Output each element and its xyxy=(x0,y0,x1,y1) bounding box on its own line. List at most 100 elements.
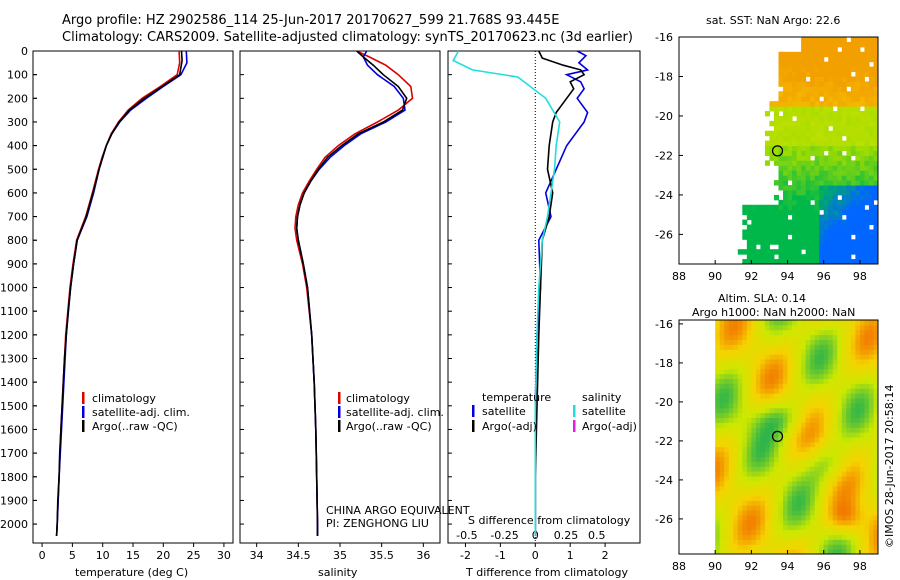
map-cell xyxy=(841,106,847,112)
map-cell xyxy=(828,115,834,122)
map-cell xyxy=(796,373,802,380)
map-cell xyxy=(746,373,752,380)
map-cell xyxy=(764,160,770,166)
map-cell xyxy=(787,505,793,511)
map-cell xyxy=(715,500,721,506)
map-cell xyxy=(733,534,739,540)
map-cell xyxy=(760,529,766,536)
map-cell xyxy=(810,393,816,399)
map-cell xyxy=(846,456,852,462)
map-cell xyxy=(873,259,879,265)
map-cell xyxy=(773,432,779,438)
map-cell xyxy=(746,461,752,467)
map-cell xyxy=(719,500,725,506)
map-cell xyxy=(778,432,784,438)
map-cell xyxy=(792,76,798,82)
map-cell xyxy=(823,485,829,492)
map-cell xyxy=(859,324,865,331)
map-cell xyxy=(769,219,775,226)
map-cell xyxy=(850,204,856,211)
map-cell xyxy=(810,175,816,181)
map-cell xyxy=(819,66,825,73)
map-cell xyxy=(778,417,784,423)
map-cell xyxy=(769,515,775,521)
map-cell xyxy=(751,229,757,235)
map-cell xyxy=(855,388,861,394)
series-line-t-argo-adj- xyxy=(534,50,586,536)
map-cell xyxy=(778,81,784,87)
map-cell xyxy=(728,515,734,521)
map-cell xyxy=(715,378,721,384)
map-cell xyxy=(832,519,838,526)
map-cell xyxy=(823,500,829,506)
map-cell xyxy=(832,244,838,250)
map-cell xyxy=(773,140,779,147)
map-cell xyxy=(796,500,802,506)
map-cell xyxy=(823,378,829,384)
map-cell xyxy=(751,339,757,345)
map-cell xyxy=(737,480,743,487)
map-cell xyxy=(868,510,874,516)
map-cell xyxy=(728,334,734,341)
map-cell xyxy=(796,402,802,409)
map-cell xyxy=(819,254,825,260)
map-cell xyxy=(728,549,734,555)
map-cell xyxy=(792,515,798,521)
map-cell xyxy=(796,490,802,497)
map-cell xyxy=(796,150,802,156)
map-cell xyxy=(719,432,725,438)
map-cell xyxy=(832,199,838,206)
map-cell xyxy=(755,388,761,394)
map-cell xyxy=(787,150,793,156)
map-cell xyxy=(792,461,798,467)
map-cell xyxy=(796,388,802,394)
map-cell xyxy=(796,140,802,147)
map-cell xyxy=(841,476,847,482)
map-cell xyxy=(742,219,748,226)
series-line-argo-raw-qc- xyxy=(295,50,408,536)
map-cell xyxy=(873,61,879,68)
map-cell xyxy=(719,505,725,511)
map-cell xyxy=(724,407,730,414)
map-cell xyxy=(823,145,829,151)
map-cell xyxy=(801,422,807,428)
map-cell xyxy=(855,368,861,375)
map-cell xyxy=(868,368,874,375)
map-cell xyxy=(728,349,734,355)
map-cell xyxy=(773,466,779,472)
map-cell xyxy=(778,145,784,151)
map-cell xyxy=(778,549,784,555)
map-cell xyxy=(801,244,807,250)
map-cell xyxy=(769,329,775,336)
s-tick-label: -0.5 xyxy=(456,529,477,542)
map-cell xyxy=(832,135,838,142)
map-cell xyxy=(778,204,784,211)
map-cell xyxy=(805,130,811,137)
map-cell xyxy=(864,120,870,127)
map-cell xyxy=(841,76,847,82)
map-cell xyxy=(810,441,816,448)
map-cell xyxy=(751,244,757,250)
map-cell xyxy=(760,427,766,433)
map-cell xyxy=(801,359,807,365)
map-cell xyxy=(719,495,725,501)
map-cell xyxy=(769,529,775,536)
map-cell xyxy=(760,249,766,255)
map-cell xyxy=(819,199,825,206)
map-cell xyxy=(832,427,838,433)
map-cell xyxy=(828,170,834,176)
map-cell xyxy=(864,106,870,112)
map-cell xyxy=(837,76,843,82)
map-cell xyxy=(792,422,798,428)
map-cell xyxy=(719,446,725,453)
map-cell xyxy=(787,135,793,142)
map-cell xyxy=(787,239,793,245)
map-cell xyxy=(724,505,730,511)
map-cell xyxy=(755,249,761,255)
map-cell xyxy=(715,476,721,482)
map-cell xyxy=(832,549,838,555)
map-cell xyxy=(764,476,770,482)
map-cell xyxy=(868,378,874,384)
map-cell xyxy=(787,76,793,82)
map-cell xyxy=(855,500,861,506)
